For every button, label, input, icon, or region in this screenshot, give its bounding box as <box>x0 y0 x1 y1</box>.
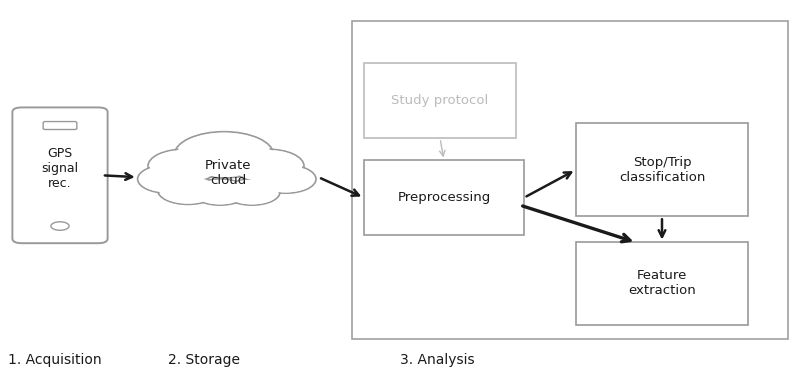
Circle shape <box>234 150 302 182</box>
FancyBboxPatch shape <box>352 21 788 339</box>
Circle shape <box>150 150 218 182</box>
Circle shape <box>177 133 271 177</box>
Circle shape <box>138 165 198 193</box>
Circle shape <box>255 165 316 193</box>
Circle shape <box>194 180 246 204</box>
Circle shape <box>174 132 274 178</box>
FancyBboxPatch shape <box>12 107 107 243</box>
Circle shape <box>148 149 220 183</box>
Text: Study protocol: Study protocol <box>391 94 489 107</box>
Text: 3. Analysis: 3. Analysis <box>400 353 474 367</box>
Text: 2. Storage: 2. Storage <box>168 353 240 367</box>
Circle shape <box>51 222 69 230</box>
FancyBboxPatch shape <box>364 160 524 235</box>
FancyBboxPatch shape <box>43 122 77 129</box>
Text: Stop/Trip
classification: Stop/Trip classification <box>619 156 705 184</box>
Text: Feature
extraction: Feature extraction <box>628 269 696 298</box>
Circle shape <box>192 179 248 205</box>
FancyBboxPatch shape <box>364 63 516 138</box>
FancyBboxPatch shape <box>576 242 748 325</box>
Circle shape <box>159 177 217 204</box>
Circle shape <box>158 176 218 204</box>
FancyBboxPatch shape <box>576 123 748 216</box>
Text: GPS
signal
rec.: GPS signal rec. <box>42 147 78 191</box>
Circle shape <box>232 149 304 183</box>
Circle shape <box>224 179 280 205</box>
Circle shape <box>226 180 278 204</box>
Text: Preprocessing: Preprocessing <box>398 191 490 204</box>
Text: 1. Acquisition: 1. Acquisition <box>8 353 102 367</box>
Text: Private
cloud: Private cloud <box>205 159 251 188</box>
Circle shape <box>257 166 314 192</box>
Circle shape <box>139 166 197 192</box>
